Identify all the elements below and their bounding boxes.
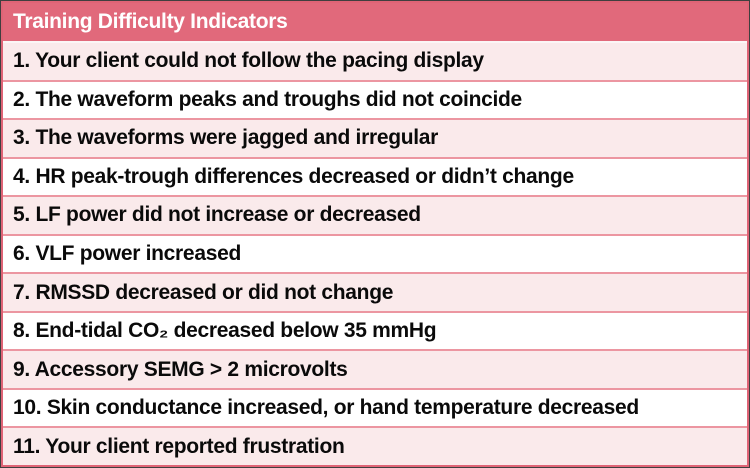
- table-row: 9. Accessory SEMG > 2 microvolts: [3, 349, 747, 388]
- table-row: 6. VLF power increased: [3, 233, 747, 273]
- table-row-text: 10. Skin conductance increased, or hand …: [13, 396, 639, 420]
- table-row: 4. HR peak-trough differences decreased …: [3, 156, 747, 196]
- table-row: 1. Your client could not follow the paci…: [3, 43, 747, 80]
- table-row: 11. Your client reported frustration: [3, 426, 747, 466]
- table-row: 5. LF power did not increase or decrease…: [3, 195, 747, 234]
- table-row: 7. RMSSD decreased or did not change: [3, 272, 747, 311]
- table-row: 10. Skin conductance increased, or hand …: [3, 387, 747, 427]
- table-row-text: 3. The waveforms were jagged and irregul…: [13, 126, 439, 150]
- table-row-text: 8. End-tidal CO₂ decreased below 35 mmHg: [13, 319, 437, 343]
- table-row-text: 5. LF power did not increase or decrease…: [13, 203, 421, 227]
- table-row: 8. End-tidal CO₂ decreased below 35 mmHg: [3, 310, 747, 350]
- table-title: Training Difficulty Indicators: [13, 10, 288, 33]
- table-row-text: 4. HR peak-trough differences decreased …: [13, 164, 574, 188]
- table-row: 2. The waveform peaks and troughs did no…: [3, 79, 747, 119]
- table-row-text: 7. RMSSD decreased or did not change: [13, 280, 394, 304]
- table-row-text: 2. The waveform peaks and troughs did no…: [13, 87, 522, 111]
- table-row-text: 11. Your client reported frustration: [13, 434, 345, 458]
- table-row-text: 1. Your client could not follow the paci…: [13, 49, 484, 73]
- table-row-text: 6. VLF power increased: [13, 242, 241, 265]
- table-row: 3. The waveforms were jagged and irregul…: [3, 118, 747, 157]
- table-row-text: 9. Accessory SEMG > 2 microvolts: [13, 357, 348, 381]
- table-header: Training Difficulty Indicators: [3, 3, 747, 43]
